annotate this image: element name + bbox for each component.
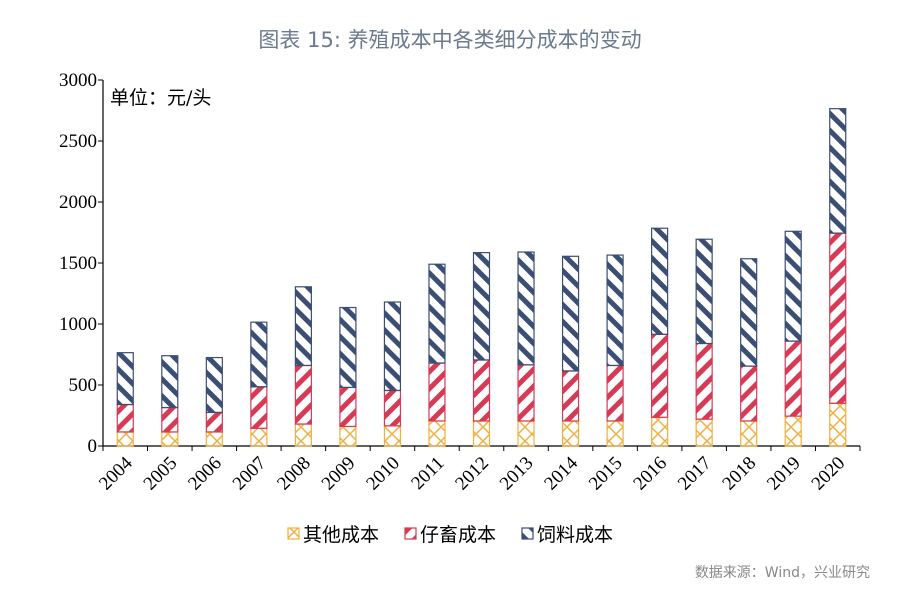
x-tick-label: 2014 <box>540 452 582 494</box>
bar-segment <box>829 402 847 447</box>
bar-segment <box>250 427 268 447</box>
legend-swatch <box>404 527 417 540</box>
x-tick-label: 2009 <box>318 453 360 495</box>
bar-segment <box>428 420 446 447</box>
bar-segment <box>116 403 134 433</box>
x-tick-label: 2020 <box>808 453 850 495</box>
bar-segment <box>428 263 446 364</box>
bar-segment <box>561 420 580 447</box>
y-tick-label: 1500 <box>59 253 97 274</box>
bar-segment <box>740 365 758 422</box>
bar-segment <box>294 423 312 447</box>
bar-segment <box>250 321 268 388</box>
y-tick-label: 500 <box>69 375 98 396</box>
bar-segment <box>472 252 491 361</box>
bar-segment <box>784 415 802 447</box>
bar-segment <box>829 232 847 404</box>
bar-segment <box>740 420 758 447</box>
legend-label: 仔畜成本 <box>420 524 496 546</box>
x-tick-label: 2005 <box>140 453 182 495</box>
bar-segment <box>829 108 847 234</box>
bar-segment <box>116 352 134 406</box>
bar-segment <box>695 418 713 447</box>
legend-label: 饲料成本 <box>537 524 613 546</box>
bar-segment <box>784 340 802 417</box>
bar-segment <box>606 364 624 422</box>
bar-segment <box>116 431 134 447</box>
x-tick-label: 2008 <box>273 453 315 495</box>
legend-swatch <box>287 527 300 540</box>
y-tick-label: 3000 <box>59 70 97 91</box>
bar-segment <box>695 342 713 420</box>
x-tick-label: 2006 <box>184 453 226 495</box>
bar-segment <box>339 386 357 428</box>
bar-segment <box>561 255 580 372</box>
legend-swatch <box>521 527 534 540</box>
bar-segment <box>561 370 580 422</box>
bar-segment <box>651 416 669 447</box>
chart-title: 图表 15: 养殖成本中各类细分成本的变动 <box>258 28 642 52</box>
bar-segment <box>161 355 179 409</box>
bar-segment <box>695 238 713 345</box>
bar-segment <box>339 425 357 447</box>
bar-segment <box>383 389 402 427</box>
bar-segment <box>606 254 624 367</box>
bar-segment <box>383 425 402 447</box>
y-tick-label: 2000 <box>59 192 97 213</box>
bar-segment <box>472 420 491 447</box>
bar-segment <box>250 386 268 429</box>
y-tick-label: 2500 <box>59 131 97 152</box>
x-tick-label: 2019 <box>763 453 805 495</box>
bar-segment <box>339 306 357 389</box>
x-tick-label: 2010 <box>362 453 404 495</box>
bar-segment <box>205 356 223 414</box>
bar-segment <box>651 333 669 418</box>
x-tick-label: 2011 <box>407 453 448 494</box>
bar-segment <box>428 362 446 422</box>
bar-segment <box>606 420 624 447</box>
x-tick-label: 2007 <box>229 453 271 495</box>
bar-segment <box>784 230 802 342</box>
bar-segment <box>517 251 535 366</box>
bar-segment <box>383 301 402 392</box>
x-tick-label: 2017 <box>674 453 716 495</box>
x-tick-label: 2016 <box>629 453 671 495</box>
bar-segment <box>517 420 535 447</box>
bar-segment <box>161 431 179 447</box>
y-tick-label: 1000 <box>59 314 97 335</box>
bar-segment <box>651 227 669 335</box>
x-tick-label: 2004 <box>95 452 137 494</box>
unit-label: 单位：元/头 <box>110 87 211 109</box>
bar-segment <box>205 431 223 447</box>
bar-segment <box>294 364 312 425</box>
x-tick-label: 2012 <box>451 453 493 495</box>
bar-segment <box>740 258 758 367</box>
bar-segment <box>517 364 535 422</box>
bar-segment <box>161 406 179 433</box>
x-tick-label: 2013 <box>496 453 538 495</box>
source-note: 数据来源：Wind，兴业研究 <box>694 565 870 581</box>
y-tick-label: 0 <box>88 436 98 457</box>
x-tick-label: 2018 <box>718 453 760 495</box>
bar-segment <box>205 411 223 433</box>
legend-label: 其他成本 <box>303 524 379 546</box>
bar-segment <box>472 359 491 422</box>
x-tick-label: 2015 <box>585 453 627 495</box>
bar-segment <box>294 286 312 367</box>
